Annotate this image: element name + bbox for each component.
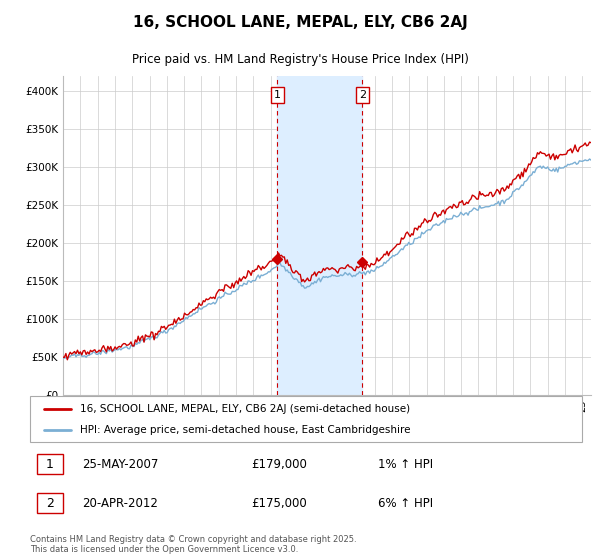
Text: £179,000: £179,000 [251, 458, 307, 470]
Text: 2: 2 [46, 497, 54, 510]
Bar [37, 454, 63, 474]
Text: 25-MAY-2007: 25-MAY-2007 [82, 458, 159, 470]
Text: 6% ↑ HPI: 6% ↑ HPI [378, 497, 433, 510]
Text: Contains HM Land Registry data © Crown copyright and database right 2025.
This d: Contains HM Land Registry data © Crown c… [30, 535, 356, 554]
Text: 16, SCHOOL LANE, MEPAL, ELY, CB6 2AJ: 16, SCHOOL LANE, MEPAL, ELY, CB6 2AJ [133, 15, 467, 30]
Text: 20-APR-2012: 20-APR-2012 [82, 497, 158, 510]
Text: 1% ↑ HPI: 1% ↑ HPI [378, 458, 433, 470]
Text: 16, SCHOOL LANE, MEPAL, ELY, CB6 2AJ (semi-detached house): 16, SCHOOL LANE, MEPAL, ELY, CB6 2AJ (se… [80, 404, 410, 414]
Text: £175,000: £175,000 [251, 497, 307, 510]
Bar [277, 76, 362, 395]
Text: HPI: Average price, semi-detached house, East Cambridgeshire: HPI: Average price, semi-detached house,… [80, 425, 410, 435]
Text: 1: 1 [274, 90, 281, 100]
Text: 2: 2 [359, 90, 366, 100]
Text: Price paid vs. HM Land Registry's House Price Index (HPI): Price paid vs. HM Land Registry's House … [131, 53, 469, 66]
Text: 1: 1 [46, 458, 54, 470]
Bar [37, 493, 63, 513]
